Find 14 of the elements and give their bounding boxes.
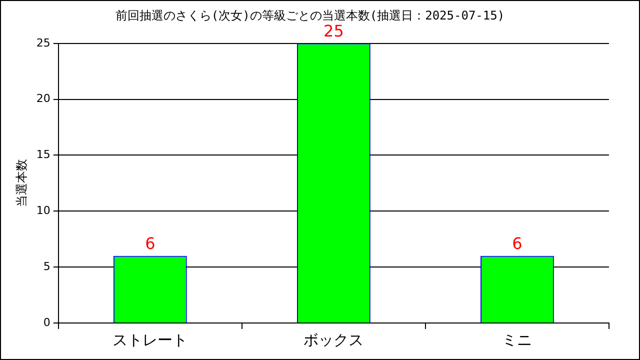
y-tick-label: 25 (36, 36, 50, 50)
x-tick-label: ストレート (112, 330, 188, 349)
x-tick-label: ボックス (304, 330, 364, 349)
x-tick-label: ミニ (502, 330, 532, 349)
y-tick-label: 0 (43, 316, 50, 329)
y-tick-label: 10 (36, 204, 50, 218)
y-tick-label: 20 (36, 92, 50, 106)
y-axis-title: 当選本数 (14, 159, 28, 208)
y-tick-label: 5 (43, 260, 50, 273)
chart-title: 前回抽選のさくら(次女)の等級ごとの当選本数(抽選日：2025-07-15) (115, 8, 505, 22)
data-label: 6 (145, 234, 156, 254)
data-label: 25 (324, 22, 344, 41)
y-tick-label: 15 (36, 148, 50, 162)
data-label: 6 (512, 234, 522, 254)
